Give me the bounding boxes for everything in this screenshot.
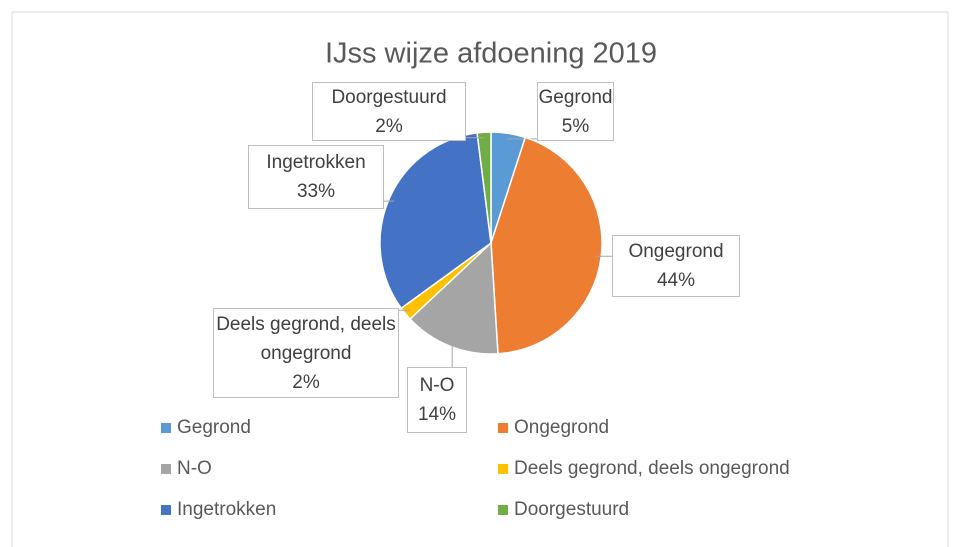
- legend-label: Ongegrond: [514, 417, 609, 438]
- data-label-value: 44%: [656, 270, 696, 291]
- data-label-value: 2%: [375, 115, 403, 137]
- data-label-value: 33%: [296, 181, 336, 202]
- legend-label: Gegrond: [177, 417, 251, 438]
- pie-slice: [490, 136, 603, 355]
- data-label-box: Ingetrokken 33%: [248, 145, 384, 209]
- data-label-name: Ongegrond: [628, 241, 724, 262]
- legend-swatch: [498, 423, 508, 433]
- legend-label: N-O: [177, 458, 212, 479]
- data-label-value: 5%: [561, 115, 590, 137]
- data-label-box: Gegrond 5%: [537, 82, 614, 141]
- legend-swatch: [161, 423, 171, 433]
- chart-border: [11, 11, 949, 547]
- data-label-name: Doorgestuurd: [331, 86, 447, 108]
- legend-label: Ingetrokken: [177, 499, 276, 520]
- legend-swatch: [161, 505, 171, 515]
- data-label-value: 14%: [417, 404, 457, 425]
- pie-slice: [409, 241, 499, 355]
- data-label-name: Ingetrokken: [266, 152, 366, 173]
- pie-slice: [476, 131, 492, 244]
- chart-title: IJss wijze afdoening 2019: [325, 38, 657, 70]
- data-label-box: Deels gegrond, deels ongegrond 2%: [213, 308, 399, 398]
- legend-swatch: [161, 464, 171, 474]
- legend-swatch: [498, 464, 508, 474]
- data-label-name: Gegrond: [538, 86, 613, 108]
- data-label-box: Doorgestuurd 2%: [312, 82, 466, 141]
- data-label-box: Ongegrond 44%: [612, 235, 740, 297]
- legend-label: Doorgestuurd: [514, 499, 629, 520]
- legend-label: Deels gegrond, deels ongegrond: [514, 458, 790, 479]
- data-label-box: N-O 14%: [407, 367, 467, 433]
- data-label-name: N-O: [419, 375, 455, 396]
- data-label-name: Deels gegrond, deels ongegrond: [216, 313, 396, 364]
- data-label-value: 2%: [292, 371, 320, 393]
- legend-swatch: [498, 505, 508, 515]
